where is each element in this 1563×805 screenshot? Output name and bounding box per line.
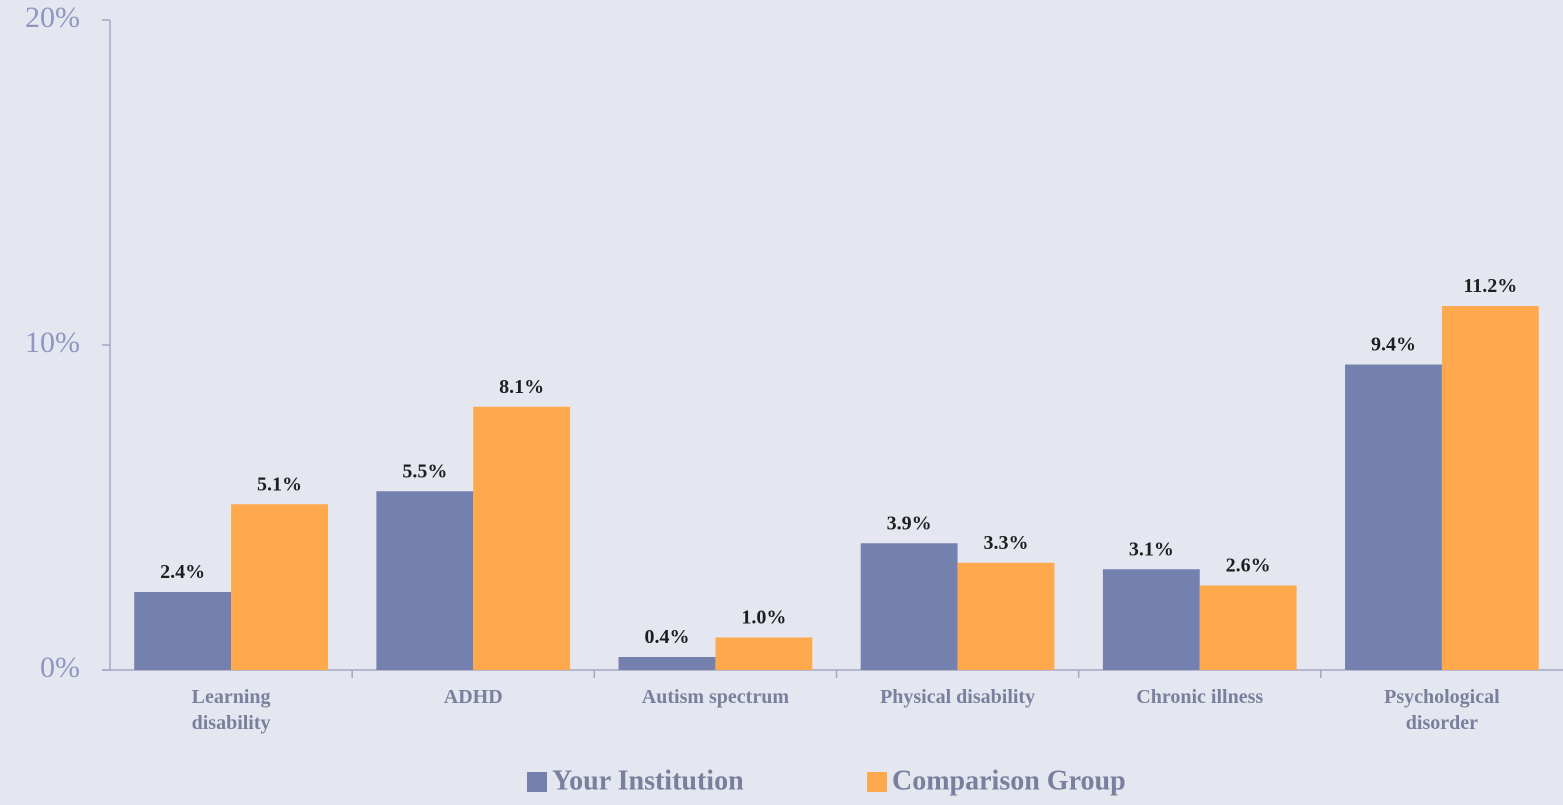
data-label: 2.4% [160,561,205,583]
x-tick-label-box: ADHD [443,686,503,708]
legend-label: Your Institution [552,765,744,796]
data-label: 0.4% [644,626,689,648]
x-tick-label-box: Learning disability [191,686,271,734]
bar [1441,306,1539,670]
x-tick-label: Autism spectrum [641,686,790,708]
data-label: 11.2% [1463,275,1517,297]
legend-swatch [867,772,887,792]
data-label: 3.1% [1129,538,1174,560]
x-tick-label-box: Autism spectrum [641,686,790,708]
x-tick-label: Learning disability [191,686,271,734]
data-label: 5.1% [257,473,302,495]
y-tick-label: 0% [40,651,80,684]
data-label: 1.0% [741,607,786,629]
data-label: 3.3% [984,532,1029,554]
bar [231,504,328,670]
bar [473,406,571,670]
x-tick-label-box: Physical disability [880,686,1036,708]
legend-label: Comparison Group [892,765,1126,796]
data-label: 2.6% [1226,555,1271,577]
x-tick-label: ADHD [443,686,503,708]
bar [715,637,813,670]
x-tick-label: Physical disability [880,686,1036,708]
y-tick-label: 10% [25,326,80,359]
bar [618,657,716,670]
bar [1199,585,1297,670]
data-label: 5.5% [402,460,447,482]
bar [957,562,1055,670]
bar [860,543,958,670]
bar [134,592,232,670]
x-tick-label: Chronic illness [1136,686,1264,708]
data-label: 8.1% [499,376,544,398]
bar [1102,569,1200,670]
bar [376,491,474,670]
bar [1345,364,1442,670]
y-tick-label: 20% [25,1,80,34]
data-label: 9.4% [1371,334,1416,356]
legend-swatch [527,772,547,792]
data-label: 3.9% [887,512,932,534]
x-tick-label-box: Chronic illness [1136,686,1264,708]
x-tick-label-box: Psychological disorder [1384,686,1500,734]
x-tick-label: Psychological disorder [1384,686,1500,734]
